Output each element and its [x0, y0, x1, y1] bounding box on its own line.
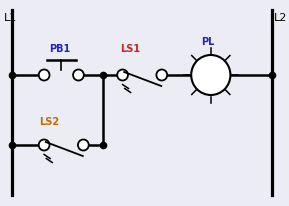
Circle shape [78, 139, 89, 151]
Circle shape [39, 139, 49, 151]
Text: L1: L1 [4, 13, 17, 23]
Circle shape [39, 69, 49, 81]
Text: L2: L2 [274, 13, 287, 23]
Text: LS1: LS1 [121, 44, 141, 54]
Circle shape [191, 55, 230, 95]
Text: LS2: LS2 [39, 117, 59, 127]
Circle shape [117, 69, 128, 81]
Circle shape [156, 69, 167, 81]
Text: PL: PL [201, 37, 214, 47]
Text: PB1: PB1 [49, 44, 71, 54]
Circle shape [73, 69, 84, 81]
